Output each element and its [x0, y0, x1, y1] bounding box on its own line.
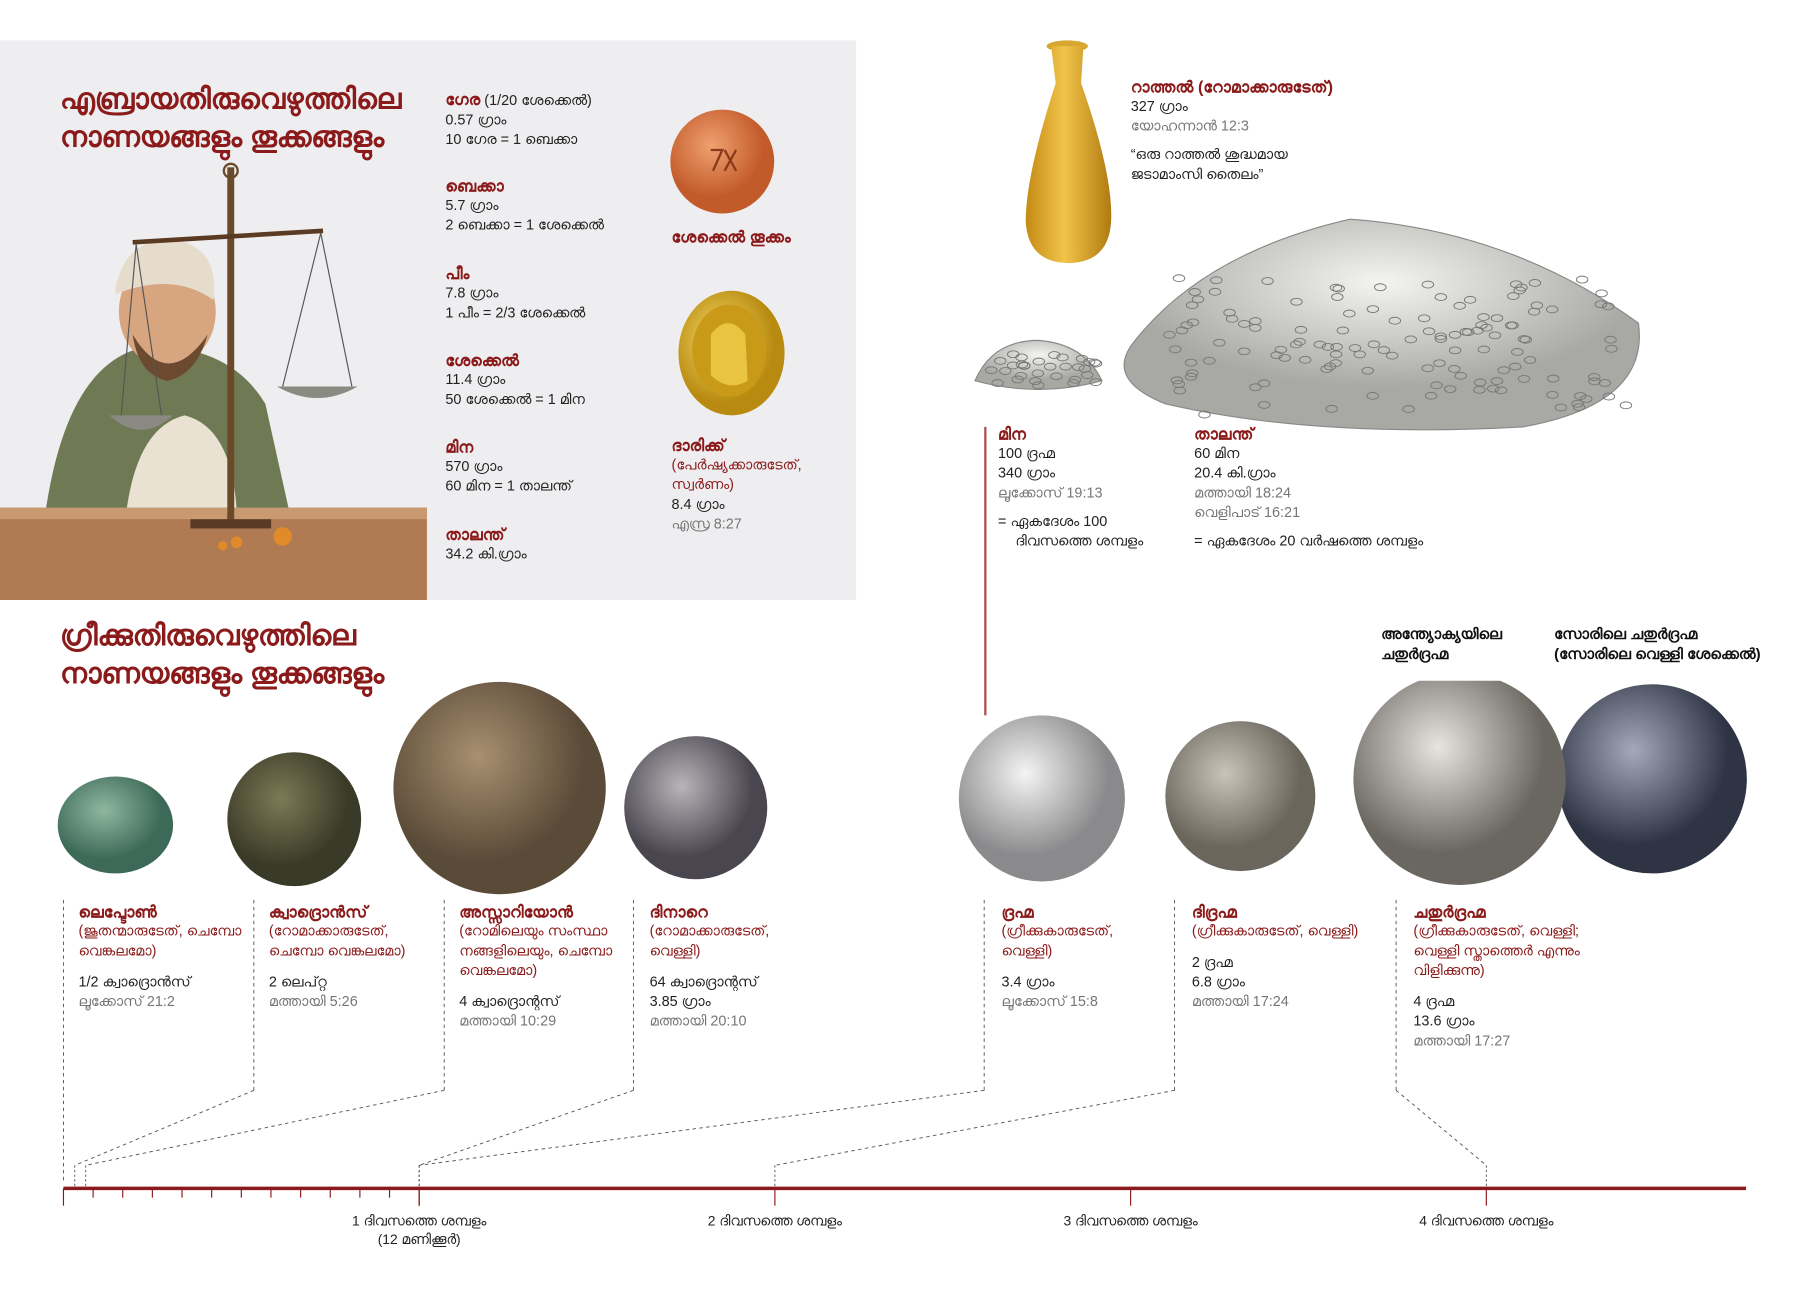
unit-shekel: ശേക്കെൽ 11.4 ഗ്രാം 50 ശേക്കെൽ = 1 മിന — [445, 351, 584, 410]
unit-weight: 570 ഗ്രാം — [445, 457, 571, 477]
talent-line: 20.4 കി.ഗ്രാം — [1194, 464, 1423, 484]
label-line: (സോരിലെ വെള്ളി ശേക്കെൽ) — [1554, 644, 1760, 664]
lepton-coin — [58, 777, 173, 874]
timeline-label: 1 ദിവസത്തെ ശമ്പളം (12 മണിക്കൂർ) — [315, 1211, 523, 1248]
title-line: എബ്രായതിരുവെഴുത്തിലെ — [60, 81, 401, 119]
timeline-label: 4 ദിവസത്തെ ശമ്പളം — [1382, 1211, 1590, 1229]
daric-name: ദാരിക്ക് — [672, 436, 802, 456]
connector-diagonal — [419, 1090, 633, 1165]
unit-weight: 5.7 ഗ്രാം — [445, 196, 604, 216]
mina-wage: ദിവസത്തെ ശമ്പളം — [998, 532, 1143, 552]
talent-reference: വെളിപാട് 16:21 — [1194, 503, 1423, 523]
pound-quote: “ഒരു റാത്തൽ ശുദ്ധമായ — [1131, 145, 1333, 165]
drachma-coin — [959, 715, 1125, 881]
gold-daric-image — [676, 288, 787, 417]
talent-line: 60 മിന — [1194, 444, 1423, 464]
unit-bekah: ബെക്കാ 5.7 ഗ്രാം 2 ബെക്കാ = 1 ശേക്കെൽ — [445, 177, 604, 236]
pile-coin — [1173, 275, 1185, 282]
pound-weight: 327 ഗ്രാം — [1131, 97, 1333, 117]
daric-desc: സ്വർണം) — [672, 475, 802, 495]
mina-caption: മിന 100 ദ്രഹ്മ 340 ഗ്രാം ലൂക്കോസ് 19:13 … — [998, 425, 1143, 552]
unit-weight: 11.4 ഗ്രാം — [445, 370, 584, 390]
shekel-weight-label: ശേക്കെൽ തൂക്കം — [672, 227, 791, 247]
timeline-label-line: 2 ദിവസത്തെ ശമ്പളം — [671, 1211, 879, 1229]
hebrew-section-title: എബ്രായതിരുവെഴുത്തിലെ നാണയങ്ങളും തൂക്കങ്ങ… — [60, 81, 401, 157]
mina-name: മിന — [998, 425, 1143, 445]
title-line: നാണയങ്ങളും തൂക്കങ്ങളും — [60, 119, 401, 157]
unit-equivalence: 50 ശേക്കെൽ = 1 മിന — [445, 390, 584, 410]
daric-caption: ദാരിക്ക് (പേർഷ്യക്കാരുടേത്, സ്വർണം) 8.4 … — [672, 436, 802, 534]
mina-divider — [984, 427, 986, 715]
coin-piles-image — [969, 208, 1661, 439]
didrachma-coin — [1165, 721, 1315, 871]
timeline-label: 3 ദിവസത്തെ ശമ്പളം — [1027, 1211, 1235, 1229]
timeline-label-line: 3 ദിവസത്തെ ശമ്പളം — [1027, 1211, 1235, 1229]
timeline-label-line: 4 ദിവസത്തെ ശമ്പളം — [1382, 1211, 1590, 1229]
pile-coin — [1620, 402, 1632, 409]
pound-name: റാത്തൽ (റോമാക്കാരുടേത്) — [1131, 77, 1333, 97]
unit-talent: താലന്ത് 34.2 കി.ഗ്രാം — [445, 525, 526, 564]
timeline-label-line: 1 ദിവസത്തെ ശമ്പളം — [315, 1211, 523, 1229]
man-with-balance-illustration — [0, 162, 438, 600]
unit-mina: മിന 570 ഗ്രാം 60 മിന = 1 താലന്ത് — [445, 437, 571, 496]
unit-pim: പീം 7.8 ഗ്രാം 1 പീം = 2/3 ശേക്കെൽ — [445, 264, 585, 323]
timeline-label-line: (12 മണിക്കൂർ) — [315, 1230, 523, 1248]
mina-wage: = ഏകദേശം 100 — [998, 512, 1143, 532]
denarius-coin — [624, 736, 767, 879]
connector-diagonal — [86, 1090, 445, 1165]
unit-name: പീം — [445, 264, 585, 284]
talent-name: താലന്ത് — [1194, 425, 1423, 445]
unit-name: ശേക്കെൽ — [445, 351, 584, 371]
daric-reference: എസ്ര 8:27 — [672, 515, 802, 535]
label-line: സോരിലെ ചതുർദ്രഹ്മ — [1554, 624, 1760, 644]
connector-diagonal — [75, 1090, 254, 1165]
mina-reference: ലൂക്കോസ് 19:13 — [998, 483, 1143, 503]
unit-equivalence: 10 ഗേര = 1 ബെക്കാ — [445, 130, 591, 150]
pound-quote: ജടാമാംസി തൈലം” — [1131, 165, 1333, 185]
connector-diagonal — [1396, 1090, 1486, 1165]
unit-equivalence: 1 പീം = 2/3 ശേക്കെൽ — [445, 303, 585, 323]
unit-name: ഗേര — [445, 90, 480, 108]
unit-note: (1/20 ശേക്കെൽ) — [484, 92, 592, 108]
daric-desc: (പേർഷ്യക്കാരുടേത്, — [672, 456, 802, 476]
label-line: അന്ത്യോക്യയിലെ — [1381, 624, 1502, 644]
talent-reference: മത്തായി 18:24 — [1194, 483, 1423, 503]
unit-gerah: ഗേര (1/20 ശേക്കെൽ) 0.57 ഗ്രാം 10 ഗേര = 1… — [445, 90, 591, 150]
talent-caption: താലന്ത് 60 മിന 20.4 കി.ഗ്രാം മത്തായി 18:… — [1194, 425, 1423, 552]
connector-diagonal — [775, 1090, 1175, 1165]
unit-name: മിന — [445, 437, 571, 457]
tyre-tetradrachm-coin — [1558, 684, 1747, 873]
unit-name: താലന്ത് — [445, 525, 526, 545]
timeline-label: 2 ദിവസത്തെ ശമ്പളം — [671, 1211, 879, 1229]
pile-coin — [1576, 276, 1588, 283]
greek-coins-images — [0, 681, 1800, 900]
talent-wage: = ഏകദേശം 20 വർഷത്തെ ശമ്പളം — [1194, 532, 1423, 552]
connector-diagonal — [419, 1090, 984, 1165]
mina-line: 100 ദ്രഹ്മ — [998, 444, 1143, 464]
unit-weight: 0.57 ഗ്രാം — [445, 111, 591, 131]
shekel-weight-image — [667, 106, 778, 217]
unit-weight: 34.2 കി.ഗ്രാം — [445, 545, 526, 565]
unit-name: ബെക്കാ — [445, 177, 604, 197]
daric-weight: 8.4 ഗ്രാം — [672, 495, 802, 515]
quadrans-coin — [227, 752, 361, 886]
assarion-coin — [393, 682, 605, 894]
pound-reference: യോഹന്നാൻ 12:3 — [1131, 117, 1333, 137]
pile-coin — [1596, 290, 1608, 297]
title-line: ഗ്രീക്കുതിരുവെഴുത്തിലെ — [60, 617, 384, 655]
antioch-label: അന്ത്യോക്യയിലെ ചതുർദ്രഹ്മ — [1381, 624, 1502, 663]
label-line: ചതുർദ്രഹ്മ — [1381, 644, 1502, 664]
antioch-tetradrachm-coin — [1353, 681, 1565, 885]
unit-weight: 7.8 ഗ്രാം — [445, 284, 585, 304]
unit-equivalence: 2 ബെക്കാ = 1 ശേക്കെൽ — [445, 216, 604, 236]
pound-caption: റാത്തൽ (റോമാക്കാരുടേത്) 327 ഗ്രാം യോഹന്ന… — [1131, 77, 1333, 184]
mina-line: 340 ഗ്രാം — [998, 464, 1143, 484]
unit-equivalence: 60 മിന = 1 താലന്ത് — [445, 477, 571, 497]
tyre-label: സോരിലെ ചതുർദ്രഹ്മ (സോരിലെ വെള്ളി ശേക്കെൽ… — [1554, 624, 1760, 663]
